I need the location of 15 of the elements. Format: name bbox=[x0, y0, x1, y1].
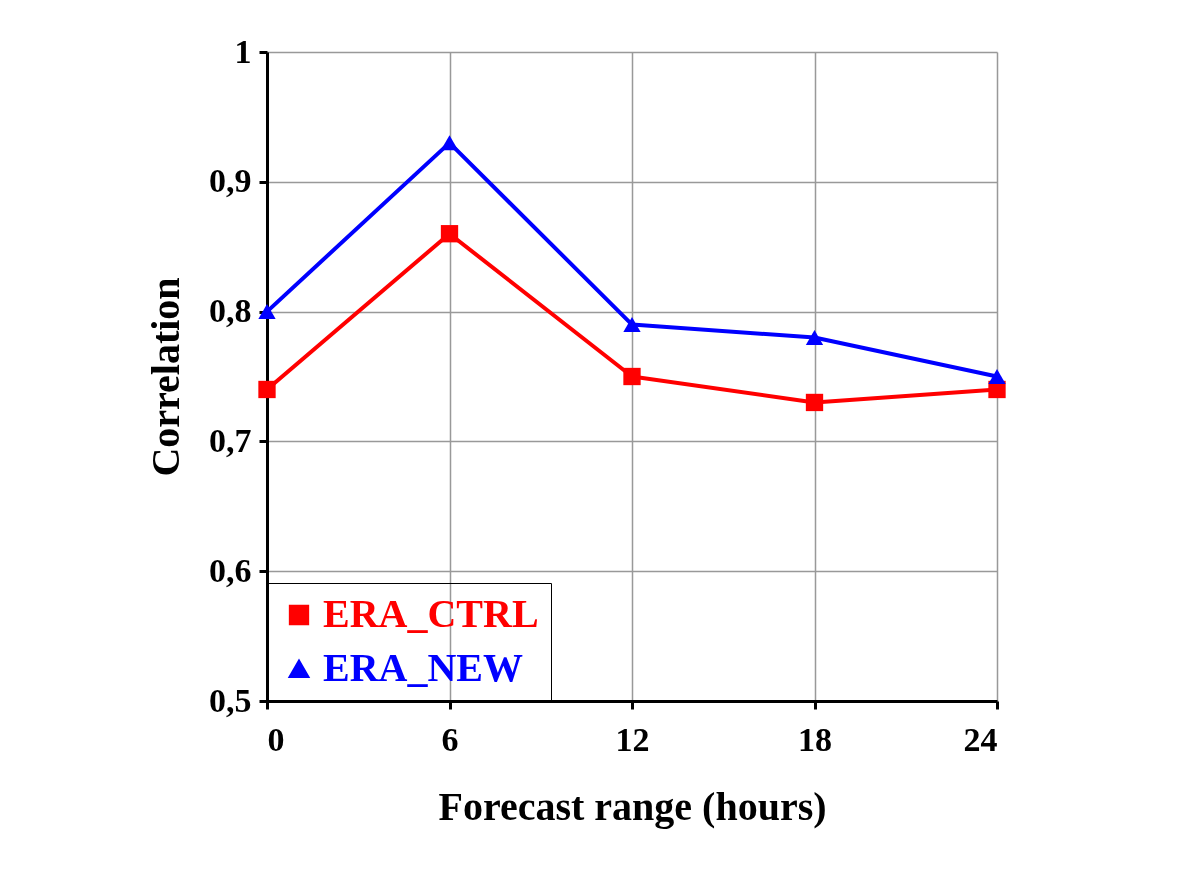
y-tick-label: 0,6 bbox=[209, 551, 252, 589]
y-tick-label: 0,7 bbox=[209, 421, 252, 459]
x-tick-label: 6 bbox=[441, 720, 459, 758]
x-tick-label: 12 bbox=[615, 720, 650, 758]
x-axis-title: Forecast range (hours) bbox=[438, 783, 827, 829]
y-tick-label: 0,8 bbox=[209, 292, 252, 330]
y-tick-label: 1 bbox=[234, 32, 252, 70]
legend-label: ERA_NEW bbox=[323, 645, 524, 690]
y-tick-label: 0,9 bbox=[209, 162, 252, 200]
x-tick-label: 18 bbox=[798, 720, 832, 758]
x-tick-label: 0 bbox=[267, 720, 285, 758]
y-axis-title: Correlation bbox=[143, 277, 188, 477]
x-tick-label: 24 bbox=[963, 720, 998, 758]
y-tick-label: 0,5 bbox=[209, 681, 252, 719]
legend-label: ERA_CTRL bbox=[323, 591, 539, 636]
